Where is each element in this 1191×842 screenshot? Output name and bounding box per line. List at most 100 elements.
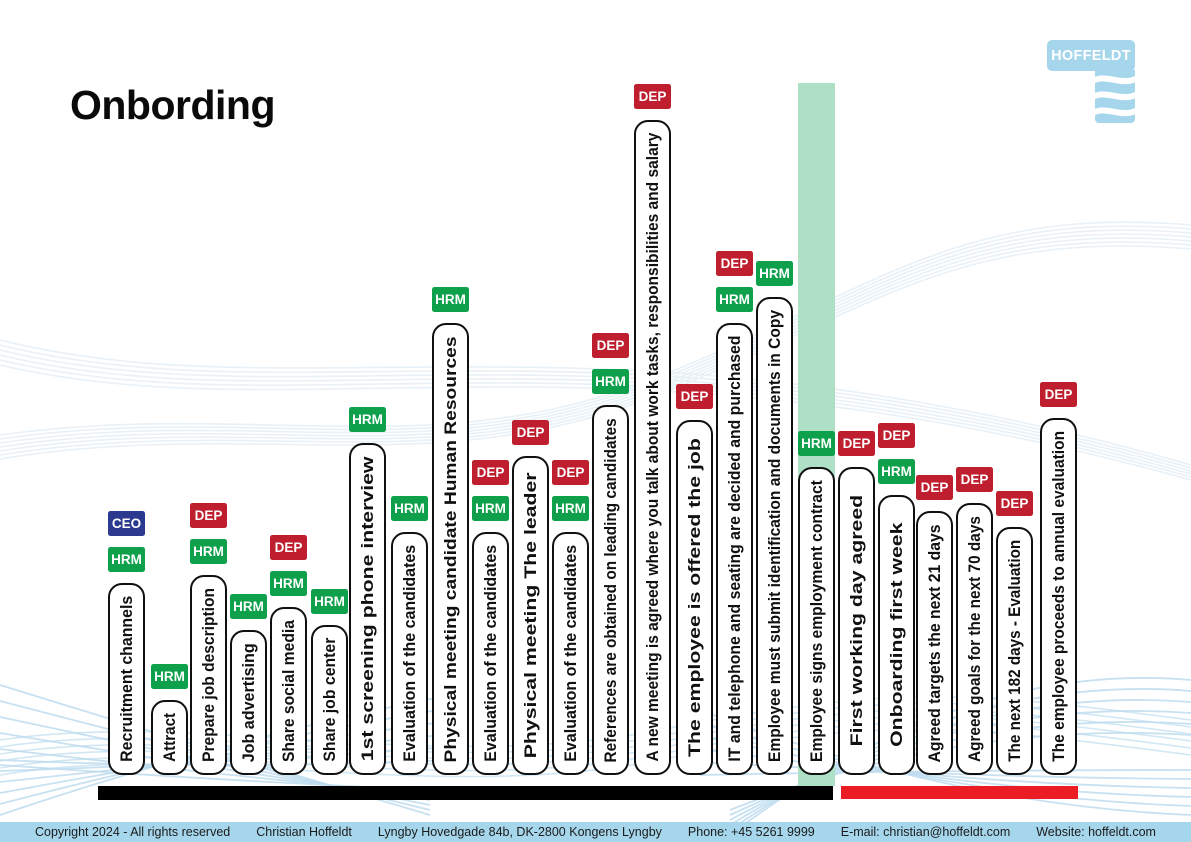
step-label: Employee must submit identification and … <box>764 309 784 763</box>
step-column: HRM Share job center <box>311 589 348 775</box>
step-label: Evaluation of the candidates <box>480 545 500 762</box>
step-column: CEO HRM Recruitment channels <box>108 511 145 775</box>
step-box: Evaluation of the candidates <box>472 532 509 775</box>
step-box: IT and telephone and seating are decided… <box>716 323 753 775</box>
step-column: DEP HRM Evaluation of the candidates <box>552 460 589 775</box>
badge-hrm: HRM <box>878 459 915 484</box>
step-label: Physical meeting The leader <box>520 472 540 759</box>
step-label: Prepare job description <box>198 588 218 762</box>
badge-hrm: HRM <box>311 589 348 614</box>
badge-dep: DEP <box>270 535 307 560</box>
step-label: Physical meeting candidate Human Resourc… <box>440 336 460 762</box>
logo-wordmark: HOFFELDT <box>1047 40 1135 71</box>
logo-waves-icon <box>1095 70 1135 123</box>
step-label: Share job center <box>319 637 339 763</box>
step-column: HRM Evaluation of the candidates <box>391 496 428 775</box>
step-column: DEP HRM Prepare job description <box>190 503 227 775</box>
step-column: DEP HRM Share social media <box>270 535 307 775</box>
badge-dep: DEP <box>472 460 509 485</box>
badge-hrm: HRM <box>552 496 589 521</box>
badge-hrm: HRM <box>391 496 428 521</box>
footer-item: E-mail: christian@hoffeldt.com <box>840 825 1011 839</box>
step-column: HRM Employee signs employment contract <box>798 431 835 775</box>
step-box: The next 182 days - Evaluation <box>996 527 1033 775</box>
step-box: Agreed targets the next 21 days <box>916 511 953 775</box>
step-label: Onboarding first week <box>886 522 906 748</box>
footer-item: Website: hoffeldt.com <box>1036 825 1156 839</box>
badge-dep: DEP <box>634 84 671 109</box>
badge-hrm: HRM <box>798 431 835 456</box>
step-label: Evaluation of the candidates <box>399 545 419 762</box>
step-box: 1st screening phone interview <box>349 443 386 775</box>
step-box: Onboarding first week <box>878 495 915 775</box>
step-column: HRM Job advertising <box>230 594 267 775</box>
step-box: Share social media <box>270 607 307 775</box>
badge-dep: DEP <box>552 460 589 485</box>
step-box: First working day agreed <box>838 467 875 775</box>
step-column: HRM Employee must submit identification a… <box>756 261 793 775</box>
badge-hrm: HRM <box>349 407 386 432</box>
badge-dep: DEP <box>838 431 875 456</box>
step-box: Prepare job description <box>190 575 227 775</box>
step-box: Evaluation of the candidates <box>391 532 428 775</box>
badge-dep: DEP <box>676 384 713 409</box>
step-label: Evaluation of the candidates <box>560 545 580 762</box>
badge-hrm: HRM <box>190 539 227 564</box>
step-column: HRM Attract <box>151 664 188 775</box>
footer-item: Copyright 2024 - All rights reserved <box>35 825 231 839</box>
badge-ceo: CEO <box>108 511 145 536</box>
step-box: Share job center <box>311 625 348 775</box>
step-column: DEP The employee proceeds to annual evalu… <box>1040 382 1077 775</box>
badge-dep: DEP <box>916 475 953 500</box>
badge-dep: DEP <box>512 420 549 445</box>
step-column: DEP Physical meeting The leader <box>512 420 549 775</box>
footer-bar: Copyright 2024 - All rights reserved Chr… <box>0 822 1191 842</box>
badge-hrm: HRM <box>472 496 509 521</box>
footer-item: Lyngby Hovedgade 84b, DK-2800 Kongens Ly… <box>377 825 662 839</box>
badge-hrm: HRM <box>592 369 629 394</box>
step-box: Evaluation of the candidates <box>552 532 589 775</box>
step-box: Agreed goals for the next 70 days <box>956 503 993 775</box>
step-label: The employee proceeds to annual evaluati… <box>1048 431 1068 762</box>
step-column: DEP The employee is offered the job <box>676 384 713 775</box>
step-label: Job advertising <box>238 643 258 762</box>
step-box: Attract <box>151 700 188 775</box>
step-column: DEP First working day agreed <box>838 431 875 775</box>
badge-hrm: HRM <box>270 571 307 596</box>
step-label: Recruitment channels <box>116 595 136 763</box>
step-label: References are obtained on leading candi… <box>600 417 620 763</box>
step-label: Employee signs employment contract <box>806 480 826 762</box>
step-box: Physical meeting candidate Human Resourc… <box>432 323 469 775</box>
step-box: Employee must submit identification and … <box>756 297 793 775</box>
step-column: HRM 1st screening phone interview <box>349 407 386 775</box>
step-column: DEP HRM Evaluation of the candidates <box>472 460 509 775</box>
badge-hrm: HRM <box>756 261 793 286</box>
step-box: The employee is offered the job <box>676 420 713 775</box>
badge-dep: DEP <box>1040 382 1077 407</box>
step-box: References are obtained on leading candi… <box>592 405 629 775</box>
step-label: Attract <box>159 713 179 763</box>
hoffeldt-logo: HOFFELDT <box>1047 40 1135 123</box>
badge-dep: DEP <box>716 251 753 276</box>
badge-dep: DEP <box>592 333 629 358</box>
badge-hrm: HRM <box>151 664 188 689</box>
step-box: Recruitment channels <box>108 583 145 775</box>
step-label: The next 182 days - Evaluation <box>1004 539 1024 763</box>
step-box: A new meeting is agreed where you talk a… <box>634 120 671 775</box>
badge-dep: DEP <box>956 467 993 492</box>
step-label: Agreed targets the next 21 days <box>924 524 944 762</box>
step-column: DEP HRM Onboarding first week <box>878 423 915 775</box>
step-label: IT and telephone and seating are decided… <box>724 335 744 763</box>
step-column: DEP Agreed goals for the next 70 days <box>956 467 993 775</box>
badge-hrm: HRM <box>108 547 145 572</box>
step-column: DEP HRM References are obtained on leading… <box>592 333 629 775</box>
step-box: Job advertising <box>230 630 267 775</box>
badge-dep: DEP <box>190 503 227 528</box>
badge-dep: DEP <box>996 491 1033 516</box>
step-box: Physical meeting The leader <box>512 456 549 775</box>
step-column: DEP HRM IT and telephone and seating are d… <box>716 251 753 775</box>
step-column: DEP The next 182 days - Evaluation <box>996 491 1033 775</box>
step-box: The employee proceeds to annual evaluati… <box>1040 418 1077 775</box>
footer-item: Phone: +45 5261 9999 <box>687 825 815 839</box>
